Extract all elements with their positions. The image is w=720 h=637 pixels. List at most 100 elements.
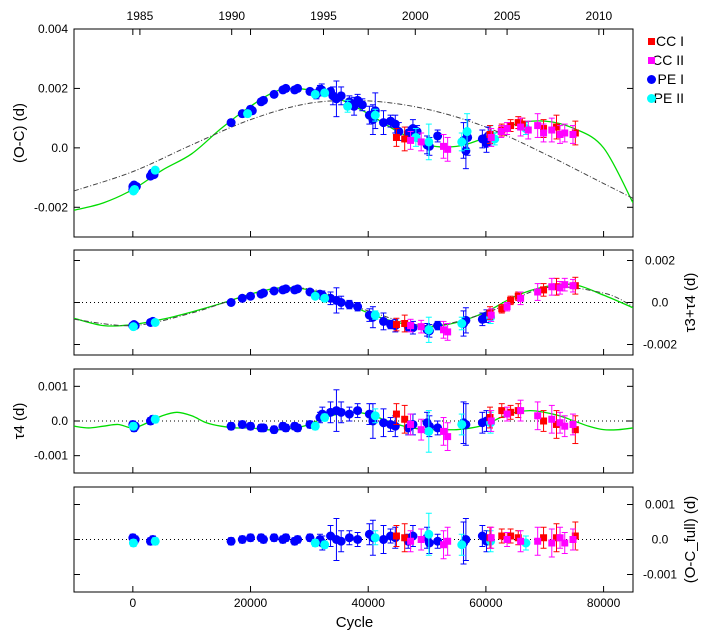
panel-frame xyxy=(73,249,634,356)
y-tick-label: 0.002 xyxy=(645,254,675,268)
y-tick-label: 0.002 xyxy=(38,81,68,95)
data-point xyxy=(553,534,561,542)
data-point xyxy=(320,413,330,423)
data-point xyxy=(424,538,434,548)
data-point xyxy=(561,129,569,137)
panel-tau34: 0.002 0.0 -0.002 τ3+τ4 (d) xyxy=(73,249,699,356)
y-tick-label: 0.0 xyxy=(51,141,68,155)
y-axis-label: τ3+τ4 (d) xyxy=(682,273,699,333)
data-point xyxy=(320,88,330,98)
data-point xyxy=(237,419,247,429)
data-point xyxy=(498,532,506,540)
series-cc-ii xyxy=(407,113,577,162)
year-tick-label: 1995 xyxy=(310,9,337,23)
data-point xyxy=(507,408,515,416)
data-point xyxy=(269,425,279,435)
data-point xyxy=(556,284,564,292)
series-cc-ii xyxy=(407,526,577,560)
series-pe-i xyxy=(128,284,491,338)
data-point xyxy=(336,298,346,307)
data-point xyxy=(440,427,448,435)
year-tick-label: 2010 xyxy=(586,9,613,23)
data-point xyxy=(497,128,505,136)
series-pe-i xyxy=(128,518,491,565)
data-point xyxy=(534,537,542,545)
data-point xyxy=(401,135,409,143)
data-point xyxy=(540,286,548,294)
data-point xyxy=(226,118,236,128)
data-point xyxy=(293,83,303,93)
data-point xyxy=(433,536,443,546)
data-point xyxy=(246,421,256,431)
data-point xyxy=(390,119,400,129)
data-point xyxy=(561,422,569,430)
data-point xyxy=(503,125,511,133)
legend-marker xyxy=(648,38,655,45)
series-cc-ii xyxy=(407,399,577,451)
data-point xyxy=(357,100,367,110)
data-point xyxy=(150,317,160,327)
y-tick-label: -0.001 xyxy=(643,568,677,582)
data-point xyxy=(417,536,425,543)
data-point xyxy=(444,328,452,336)
data-point xyxy=(246,533,256,543)
panel-frame xyxy=(73,28,634,238)
data-point xyxy=(293,423,303,433)
data-point xyxy=(440,541,448,549)
data-point xyxy=(569,420,577,428)
data-point xyxy=(407,420,415,428)
data-point xyxy=(310,89,320,99)
data-point xyxy=(507,296,515,304)
data-point xyxy=(517,294,525,302)
data-point xyxy=(556,534,564,542)
data-point xyxy=(281,423,291,433)
data-point xyxy=(433,131,443,141)
data-point xyxy=(424,529,434,539)
legend-label: CC I xyxy=(656,33,684,49)
data-point xyxy=(310,538,320,548)
y-axis-label: (O-C_full) (d) xyxy=(682,496,699,584)
data-point xyxy=(444,145,452,153)
legend-marker xyxy=(647,94,656,103)
data-point xyxy=(433,423,443,433)
data-point xyxy=(336,536,346,546)
series-pe-ii xyxy=(128,512,531,556)
data-point xyxy=(457,419,467,429)
y-tick-label: 0.0 xyxy=(51,414,68,428)
data-point xyxy=(503,303,511,311)
data-point xyxy=(390,421,400,431)
data-point xyxy=(150,165,160,175)
year-tick-label: 2000 xyxy=(402,9,429,23)
y-axis-label: (O-C) (d) xyxy=(11,103,28,163)
data-point xyxy=(344,533,354,543)
data-point xyxy=(507,122,515,130)
data-point xyxy=(424,426,434,436)
data-point xyxy=(281,284,291,294)
data-point xyxy=(540,129,548,137)
data-point xyxy=(258,95,268,105)
data-point xyxy=(487,534,495,542)
data-point xyxy=(517,123,525,131)
y-axis-label: τ4 (d) xyxy=(11,403,28,440)
panel-resid: 0.001 0.0 -0.001 (O-C_full) (d) xyxy=(73,486,699,593)
data-point xyxy=(128,322,138,332)
data-point xyxy=(353,535,363,544)
data-point xyxy=(269,89,279,99)
x-tick-label: 60000 xyxy=(469,596,503,610)
data-point xyxy=(553,123,561,131)
data-point xyxy=(561,281,569,289)
data-point xyxy=(353,302,363,312)
data-point xyxy=(548,539,556,547)
data-point xyxy=(571,426,579,434)
x-tick-label: 20000 xyxy=(234,596,268,610)
year-tick-label: 2005 xyxy=(494,9,521,23)
data-point xyxy=(444,433,452,441)
year-tick-label: 1990 xyxy=(218,9,245,23)
x-tick-label: 0 xyxy=(129,596,136,610)
data-point xyxy=(417,323,425,331)
data-point xyxy=(281,83,291,93)
data-point xyxy=(433,321,443,331)
data-point xyxy=(379,535,389,544)
data-point xyxy=(553,283,561,291)
x-axis-label: Cycle xyxy=(336,614,374,631)
